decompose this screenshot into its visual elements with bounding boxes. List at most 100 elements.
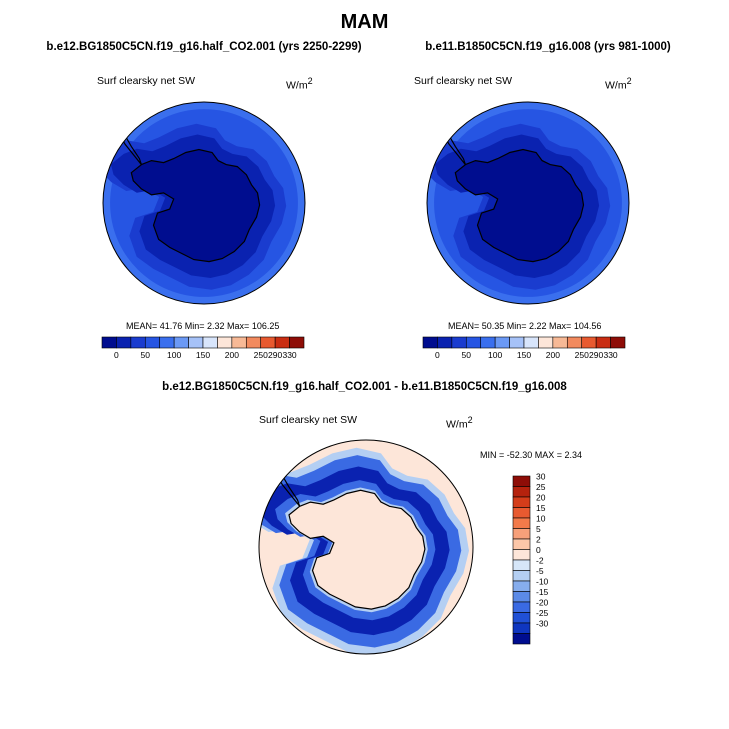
colorbar1-tick-label: 50	[141, 350, 151, 360]
colorbar3-cell	[512, 475, 531, 487]
colorbar3-tick-label: -30	[536, 619, 549, 629]
colorbar3-cell	[512, 622, 531, 634]
colorbar1-tick-label: 290	[268, 350, 282, 360]
colorbar3-tick-label: 30	[536, 472, 546, 482]
colorbar2-cell	[422, 336, 438, 349]
colorbar3-tick-label: 20	[536, 493, 546, 503]
colorbar2-cell	[437, 336, 453, 349]
colorbar2-tick-label: 200	[546, 350, 560, 360]
colorbar2-cell	[451, 336, 467, 349]
map-panel2	[426, 101, 630, 305]
colorbar3-cell	[512, 601, 531, 613]
colorbar3-tick-label: 25	[536, 482, 546, 492]
panel2-units-label: W/m2	[605, 76, 632, 92]
colorbar3-cell	[512, 591, 531, 603]
colorbar1-cell	[116, 336, 132, 349]
colorbar3-tick-label: -5	[536, 566, 544, 576]
colorbar1-cell	[231, 336, 247, 349]
colorbar2-cell	[509, 336, 525, 349]
colorbar3-cell	[512, 507, 531, 519]
colorbar3-tick-label: -2	[536, 556, 544, 566]
diff-variable-label: Surf clearsky net SW	[259, 414, 358, 426]
page-title: MAM	[340, 11, 389, 33]
colorbar2-tick-label: 100	[488, 350, 502, 360]
colorbar2-cell	[595, 336, 611, 349]
colorbar1-tick-label: 250	[254, 350, 268, 360]
colorbar1-cell	[130, 336, 146, 349]
colorbar1-cell	[101, 336, 117, 349]
colorbar-panel1: 0 50 100 150 200 250 290 330	[101, 336, 305, 360]
colorbar1-cell	[217, 336, 233, 349]
colorbar3-cell	[512, 559, 531, 571]
colorbar3-tick-label: -10	[536, 577, 549, 587]
colorbar2-tick-label: 50	[462, 350, 472, 360]
panel2-stats: MEAN= 50.35 Min= 2.22 Max= 104.56	[448, 321, 602, 331]
diff-case-title: b.e12.BG1850C5CN.f19_g16.half_CO2.001 - …	[162, 381, 567, 393]
colorbar3-cell	[512, 612, 531, 624]
panel1-stats: MEAN= 41.76 Min= 2.32 Max= 106.25	[126, 321, 280, 331]
colorbar2-tick-label: 0	[435, 350, 440, 360]
colorbar1-cell	[274, 336, 290, 349]
colorbar2-cell	[552, 336, 568, 349]
colorbar2-cell	[523, 336, 539, 349]
colorbar1-cell	[202, 336, 218, 349]
colorbar1-tick-label: 200	[225, 350, 239, 360]
map-border	[102, 101, 306, 305]
sw-field	[427, 102, 629, 304]
colorbar2-tick-label: 290	[589, 350, 603, 360]
colorbar2-cell	[480, 336, 496, 349]
colorbar1-tick-label: 100	[167, 350, 181, 360]
colorbar1-cell	[173, 336, 189, 349]
colorbar3-cell	[512, 528, 531, 540]
colorbar1-cell	[245, 336, 262, 349]
colorbar2-cell	[610, 336, 626, 349]
colorbar1-cell	[289, 336, 305, 349]
colorbar3-tick-label: 2	[536, 535, 541, 545]
field-ice	[455, 149, 584, 262]
colorbar3-cell	[512, 570, 531, 582]
colorbar3-cell	[512, 633, 531, 645]
panel1-units-label: W/m2	[286, 76, 313, 92]
colorbar-panel2: 0 50 100 150 200 250 290 330	[422, 336, 626, 360]
colorbar3-tick-label: 5	[536, 524, 541, 534]
diff-ice	[289, 490, 425, 610]
panel1-case-title: b.e12.BG1850C5CN.f19_g16.half_CO2.001 (y…	[46, 41, 362, 53]
field-ice	[131, 149, 260, 262]
panel2-case-title: b.e11.B1850C5CN.f19_g16.008 (yrs 981-100…	[425, 41, 671, 53]
colorbar2-cell	[538, 336, 554, 349]
colorbar1-cell	[260, 336, 276, 349]
colorbar3-tick-label: 15	[536, 503, 546, 513]
map-border	[258, 439, 474, 655]
colorbar1-tick-label: 150	[196, 350, 210, 360]
colorbar1-cell	[188, 336, 204, 349]
map-diff	[258, 439, 474, 655]
colorbar2-tick-label: 150	[517, 350, 531, 360]
map-border	[426, 101, 630, 305]
panel2-variable-label: Surf clearsky net SW	[414, 75, 513, 87]
colorbar1-tick-label: 0	[114, 350, 119, 360]
colorbar2-tick-label: 330	[603, 350, 617, 360]
map-panel1	[102, 101, 306, 305]
colorbar3-cell	[512, 549, 531, 561]
colorbar1-cell	[159, 336, 175, 349]
colorbar3-tick-label: -20	[536, 598, 549, 608]
colorbar3-cell	[512, 538, 531, 550]
colorbar3-tick-label: -15	[536, 587, 549, 597]
colorbar2-cell	[494, 336, 510, 349]
colorbar1-cell	[144, 336, 161, 349]
diff-field	[259, 440, 473, 654]
colorbar3-cell	[512, 580, 531, 592]
colorbar3-tick-label: -25	[536, 608, 549, 618]
colorbar3-cell	[512, 517, 531, 529]
colorbar2-cell	[465, 336, 482, 349]
panel1-variable-label: Surf clearsky net SW	[97, 75, 196, 87]
colorbar1-tick-label: 330	[282, 350, 296, 360]
colorbar2-cell	[581, 336, 597, 349]
colorbar3-cell	[512, 496, 531, 508]
diff-stats: MIN = -52.30 MAX = 2.34	[480, 450, 583, 460]
colorbar3-cell	[512, 486, 531, 498]
coastline	[130, 148, 261, 263]
colorbar2-tick-label: 250	[575, 350, 589, 360]
